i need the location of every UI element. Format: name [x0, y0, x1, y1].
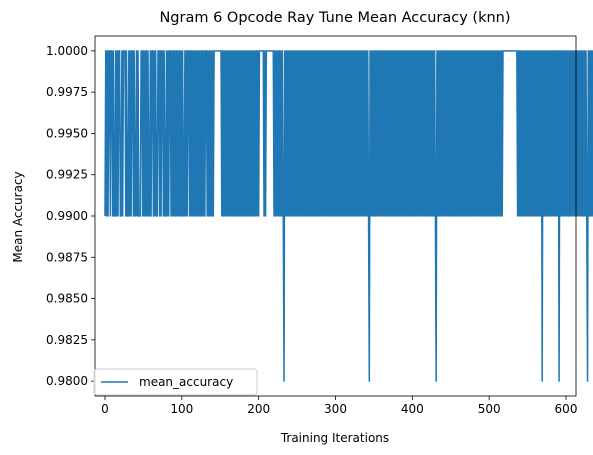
- legend: mean_accuracy: [93, 368, 258, 396]
- x-tick-label: 500: [478, 402, 501, 416]
- y-tick-label: 0.9925: [46, 168, 88, 182]
- x-tick-label: 300: [324, 402, 347, 416]
- x-tick-label: 200: [247, 402, 270, 416]
- x-tick-label: 100: [170, 402, 193, 416]
- y-tick-label: 0.9850: [46, 292, 88, 306]
- x-axis: 0 100 200 300 400 500 600: [101, 396, 577, 416]
- x-axis-label: Training Iterations: [280, 431, 389, 445]
- y-tick-label: 0.9825: [46, 333, 88, 347]
- y-axis: 0.9800 0.9825 0.9850 0.9875 0.9900 0.9925 0.99…: [46, 44, 95, 388]
- x-tick-label: 600: [555, 402, 578, 416]
- x-tick-label: 400: [401, 402, 424, 416]
- y-tick-label: 0.9950: [46, 126, 88, 140]
- plot-area: [94, 35, 593, 397]
- legend-label: mean_accuracy: [139, 375, 233, 389]
- x-tick-label: 0: [101, 402, 109, 416]
- y-tick-label: 0.9875: [46, 250, 88, 264]
- legend-box: [93, 368, 258, 396]
- y-tick-label: 1.0000: [46, 44, 88, 58]
- y-tick-label: 0.9900: [46, 209, 88, 223]
- y-axis-label: Mean Accuracy: [11, 171, 25, 262]
- series-line-mean-accuracy: [104, 50, 593, 382]
- chart-title: Ngram 6 Opcode Ray Tune Mean Accuracy (k…: [159, 10, 510, 26]
- y-tick-label: 0.9800: [46, 374, 88, 388]
- y-tick-label: 0.9975: [46, 85, 88, 99]
